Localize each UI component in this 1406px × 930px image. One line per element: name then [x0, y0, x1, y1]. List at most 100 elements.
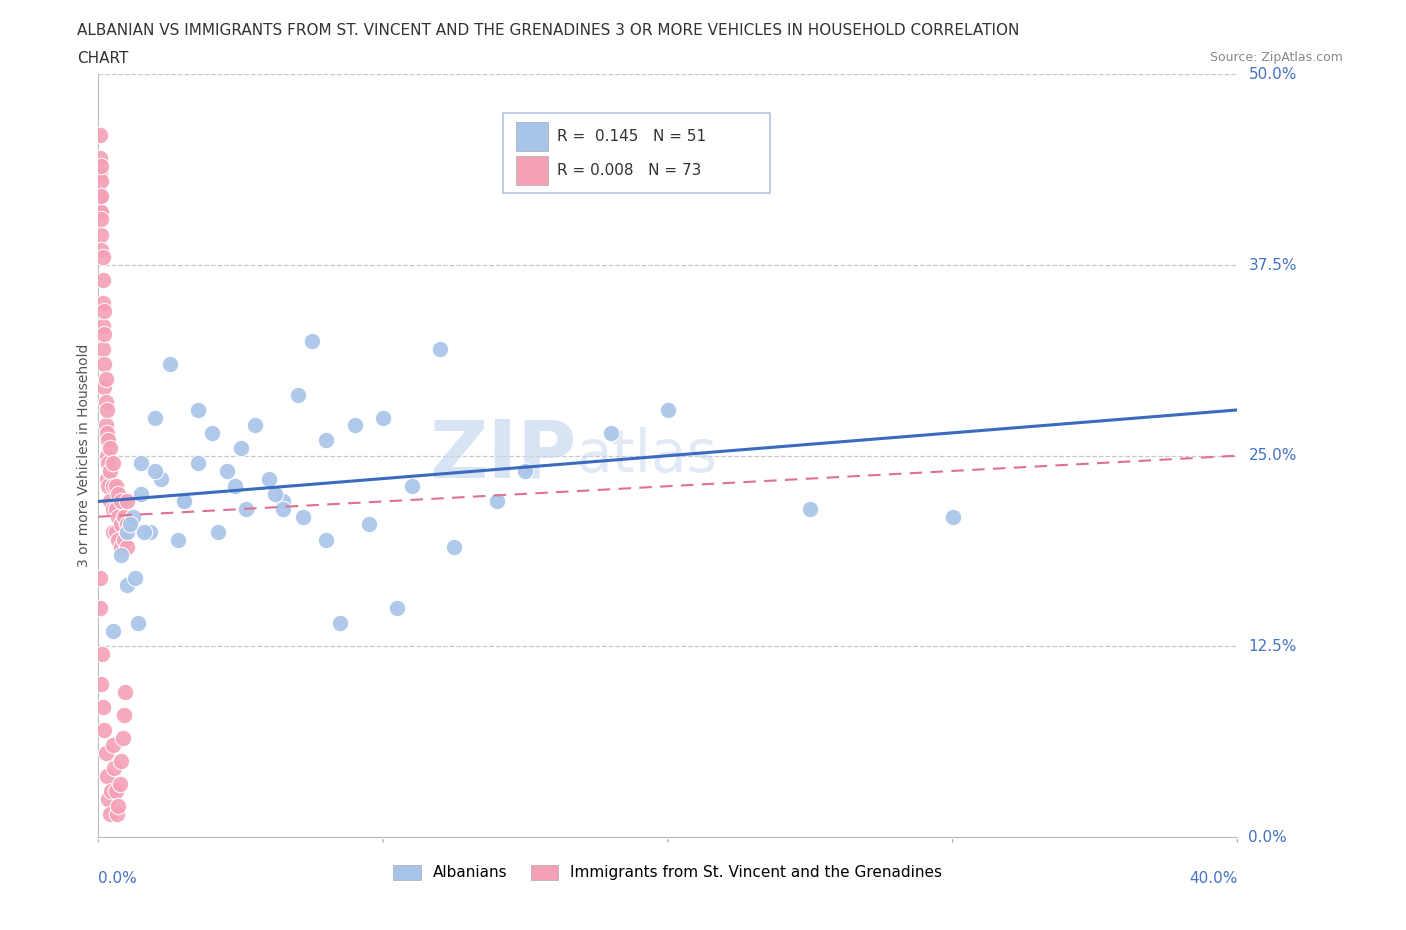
Point	[264, 486, 287, 501]
Point	[98, 441, 121, 456]
Point	[329, 616, 352, 631]
Point	[371, 410, 394, 425]
Point	[115, 525, 138, 539]
Point	[94, 746, 117, 761]
Point	[115, 539, 138, 554]
Point	[387, 601, 409, 616]
Text: 12.5%: 12.5%	[1249, 639, 1296, 654]
Text: Source: ZipAtlas.com: Source: ZipAtlas.com	[1209, 51, 1343, 64]
Point	[101, 624, 124, 639]
Point	[124, 570, 146, 585]
Text: 25.0%: 25.0%	[1249, 448, 1296, 463]
Point	[89, 128, 111, 143]
Point	[96, 472, 118, 486]
Point	[107, 532, 129, 547]
Point	[105, 806, 128, 821]
Point	[91, 296, 114, 311]
Text: ALBANIAN VS IMMIGRANTS FROM ST. VINCENT AND THE GRENADINES 3 OR MORE VEHICLES IN: ALBANIAN VS IMMIGRANTS FROM ST. VINCENT …	[77, 23, 1019, 38]
Point	[215, 463, 238, 478]
Point	[89, 601, 111, 616]
Text: R = 0.008   N = 73: R = 0.008 N = 73	[557, 163, 702, 178]
Point	[94, 395, 117, 410]
Point	[112, 510, 135, 525]
Point	[111, 730, 134, 745]
Point	[90, 158, 112, 173]
Point	[89, 151, 111, 166]
Text: ZIP: ZIP	[429, 417, 576, 495]
Point	[287, 387, 309, 402]
Point	[93, 326, 115, 341]
Point	[91, 272, 114, 287]
Point	[110, 548, 132, 563]
Point	[90, 189, 112, 204]
Legend: Albanians, Immigrants from St. Vincent and the Grenadines: Albanians, Immigrants from St. Vincent a…	[387, 858, 949, 886]
Point	[207, 525, 229, 539]
Point	[112, 532, 135, 547]
Point	[103, 761, 125, 776]
Point	[118, 517, 141, 532]
Text: 40.0%: 40.0%	[1189, 871, 1237, 886]
Point	[90, 243, 112, 258]
Text: atlas: atlas	[576, 427, 717, 485]
Point	[443, 539, 465, 554]
Point	[138, 525, 160, 539]
Point	[132, 525, 155, 539]
Point	[93, 303, 115, 318]
Point	[90, 174, 112, 189]
Point	[98, 494, 121, 509]
Point	[98, 463, 121, 478]
Text: 0.0%: 0.0%	[98, 871, 138, 886]
Text: 0.0%: 0.0%	[1249, 830, 1286, 844]
Point	[159, 357, 181, 372]
Point	[101, 456, 124, 471]
Point	[273, 494, 295, 509]
Point	[101, 738, 124, 753]
Point	[91, 700, 114, 715]
Point	[187, 456, 209, 471]
Point	[110, 494, 132, 509]
Point	[101, 501, 124, 516]
Point	[224, 479, 246, 494]
Point	[942, 510, 965, 525]
Point	[167, 532, 190, 547]
Text: R =  0.145   N = 51: R = 0.145 N = 51	[557, 128, 706, 143]
Point	[173, 494, 195, 509]
Point	[229, 441, 252, 456]
Point	[107, 486, 129, 501]
FancyBboxPatch shape	[516, 156, 548, 185]
Point	[129, 456, 152, 471]
Point	[97, 456, 120, 471]
Point	[343, 418, 366, 432]
Point	[515, 463, 537, 478]
Point	[243, 418, 266, 432]
Point	[292, 510, 315, 525]
Point	[127, 616, 149, 631]
Point	[112, 708, 135, 723]
Point	[107, 799, 129, 814]
Point	[91, 341, 114, 356]
Point	[91, 250, 114, 265]
Point	[115, 517, 138, 532]
Text: 37.5%: 37.5%	[1249, 258, 1296, 272]
Point	[104, 479, 127, 494]
Point	[486, 494, 509, 509]
Point	[89, 570, 111, 585]
Point	[315, 532, 337, 547]
Point	[91, 319, 114, 334]
Point	[90, 646, 112, 661]
Point	[96, 448, 118, 463]
Point	[89, 166, 111, 181]
Point	[108, 777, 131, 791]
Point	[93, 379, 115, 394]
Point	[104, 501, 127, 516]
Point	[90, 212, 112, 227]
Point	[93, 357, 115, 372]
Point	[401, 479, 423, 494]
Point	[98, 806, 121, 821]
Point	[121, 510, 143, 525]
Point	[97, 479, 120, 494]
Y-axis label: 3 or more Vehicles in Household: 3 or more Vehicles in Household	[77, 344, 91, 567]
Point	[96, 403, 118, 418]
Point	[89, 205, 111, 219]
Point	[173, 494, 195, 509]
